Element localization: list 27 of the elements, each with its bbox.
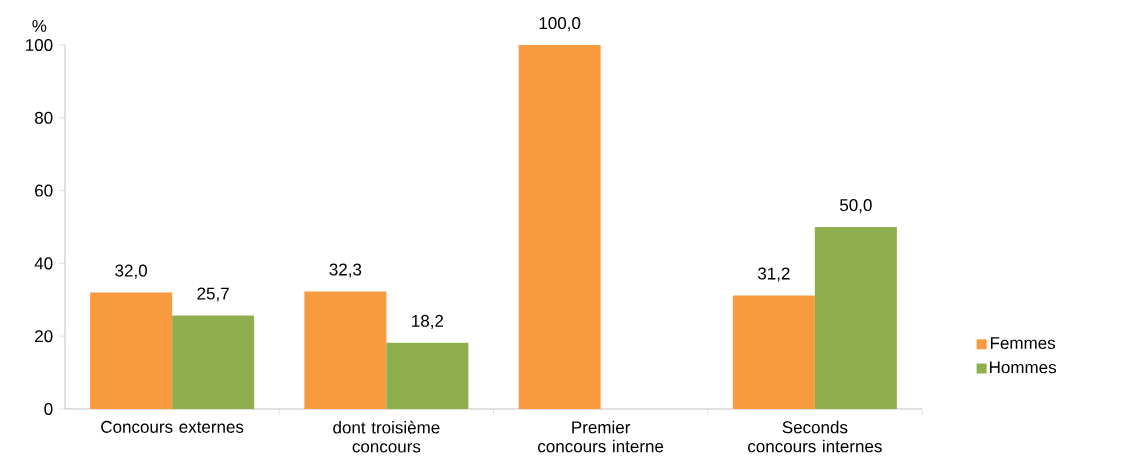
data-label: 32,3 — [329, 263, 362, 278]
data-label: 25,7 — [197, 287, 229, 302]
legend-label: Femmes — [990, 337, 1056, 350]
bar — [814, 226, 897, 409]
y-tick-label: 0 — [44, 402, 53, 416]
y-tick-label: 60 — [35, 184, 53, 197]
data-label: 50,0 — [840, 199, 872, 214]
x-tick-label: dont troisième concours — [333, 420, 440, 453]
data-label: 32,0 — [115, 264, 148, 279]
bar — [90, 292, 173, 409]
bar — [172, 315, 255, 409]
x-tick-label: Seconds concours internes — [748, 420, 882, 453]
y-tick-label: 80 — [34, 111, 53, 124]
x-tick-label: Concours externes — [101, 420, 244, 433]
y-tick-label: 100 — [26, 38, 53, 52]
bar — [732, 295, 815, 409]
y-axis-title: % — [32, 19, 47, 32]
bar — [518, 44, 601, 409]
data-label: 31,2 — [757, 267, 790, 282]
legend-label: Hommes — [990, 361, 1056, 374]
data-label: 100,0 — [539, 17, 581, 32]
bar — [304, 291, 387, 409]
data-label: 18,2 — [412, 314, 444, 329]
y-tick-label: 40 — [34, 257, 53, 270]
x-tick-label: Premier concours interne — [538, 420, 664, 453]
y-tick-label: 20 — [35, 330, 53, 343]
bar — [386, 342, 469, 409]
